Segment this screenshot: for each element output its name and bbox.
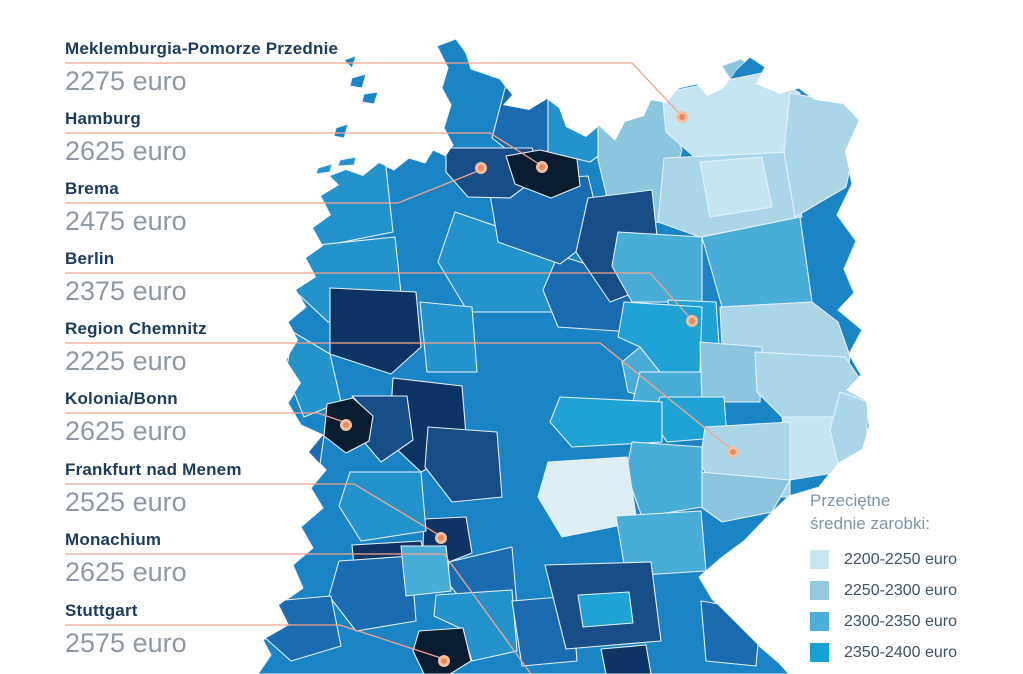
label-name: Kolonia/Bonn xyxy=(65,389,178,408)
label-name: Monachium xyxy=(65,530,162,549)
label-value: 2375 euro xyxy=(65,276,187,306)
legend-title: Przeciętne średnie zarobki: xyxy=(810,489,1020,535)
leader-line-berlin xyxy=(65,272,691,319)
label-value: 2525 euro xyxy=(65,487,187,517)
region-stuttgart xyxy=(412,627,472,674)
legend-item: 2200-2250 euro xyxy=(810,550,1020,569)
leader-line-brema xyxy=(65,170,479,204)
leader-line-hamburg xyxy=(65,132,540,165)
city-marker-hamburg xyxy=(536,161,548,173)
legend-range-label: 2200-2250 euro xyxy=(844,551,957,568)
label-value: 2625 euro xyxy=(65,557,187,587)
label-name: Hamburg xyxy=(65,109,142,128)
legend-item: 2350-2400 euro xyxy=(810,643,1020,662)
label-value: 2575 euro xyxy=(65,628,187,658)
label-name: Frankfurt nad Menem xyxy=(65,460,242,479)
legend-range-label: 2250-2300 euro xyxy=(844,582,957,599)
map-label-kolonia-bonn: Kolonia/Bonn 2625 euro xyxy=(65,387,187,446)
legend: Przeciętne średnie zarobki: 2200-2250 eu… xyxy=(810,489,1020,674)
map-label-region-chemnitz: Region Chemnitz 2225 euro xyxy=(65,317,207,376)
legend-range-label: 2350-2400 euro xyxy=(844,644,957,661)
legend-title-line1: Przeciętne xyxy=(810,491,891,510)
legend-range-label: 2300-2350 euro xyxy=(844,613,957,630)
legend-swatch xyxy=(810,550,829,569)
label-value: 2625 euro xyxy=(65,136,187,166)
leader-line-meklemburgia xyxy=(65,62,681,115)
label-value: 2275 euro xyxy=(65,66,187,96)
legend-swatch xyxy=(810,612,829,631)
map-label-meklemburgia: Meklemburgia-Pomorze Przednie 2275 euro xyxy=(65,37,338,96)
map-label-frankfurt: Frankfurt nad Menem 2525 euro xyxy=(65,458,242,517)
map-label-berlin: Berlin 2375 euro xyxy=(65,247,187,306)
region-hamburg xyxy=(505,149,581,199)
leader-line-region-chemnitz xyxy=(65,342,732,450)
legend-swatch xyxy=(810,643,829,662)
city-markers xyxy=(340,111,739,667)
label-name: Brema xyxy=(65,179,119,198)
city-marker-berlin xyxy=(686,315,698,327)
city-marker-frankfurt xyxy=(435,532,447,544)
city-marker-brema xyxy=(475,162,487,174)
label-name: Stuttgart xyxy=(65,601,138,620)
legend-title-line2: średnie zarobki: xyxy=(810,514,931,533)
legend-item: 2300-2350 euro xyxy=(810,612,1020,631)
district-mosaic xyxy=(258,39,869,674)
city-marker-meklemburgia xyxy=(676,111,688,123)
label-name: Region Chemnitz xyxy=(65,319,207,338)
label-value: 2625 euro xyxy=(65,416,187,446)
legend-swatch xyxy=(810,581,829,600)
leader-line-kolonia-bonn xyxy=(65,412,345,423)
map-label-monachium: Monachium 2625 euro xyxy=(65,528,187,587)
city-marker-region-chemnitz xyxy=(727,446,739,458)
leader-line-stuttgart xyxy=(65,624,442,659)
label-value: 2475 euro xyxy=(65,206,187,236)
map-label-stuttgart: Stuttgart 2575 euro xyxy=(65,599,187,658)
leader-lines xyxy=(65,62,732,674)
label-value: 2225 euro xyxy=(65,346,187,376)
city-marker-stuttgart xyxy=(438,655,450,667)
legend-item: 2250-2300 euro xyxy=(810,581,1020,600)
leader-line-monachium xyxy=(65,553,532,674)
label-name: Berlin xyxy=(65,249,115,268)
label-name: Meklemburgia-Pomorze Przednie xyxy=(65,39,339,58)
map-label-hamburg: Hamburg 2625 euro xyxy=(65,107,187,166)
map-label-brema: Brema 2475 euro xyxy=(65,177,187,236)
leader-line-frankfurt xyxy=(65,483,440,536)
city-marker-kolonia-bonn xyxy=(340,419,352,431)
